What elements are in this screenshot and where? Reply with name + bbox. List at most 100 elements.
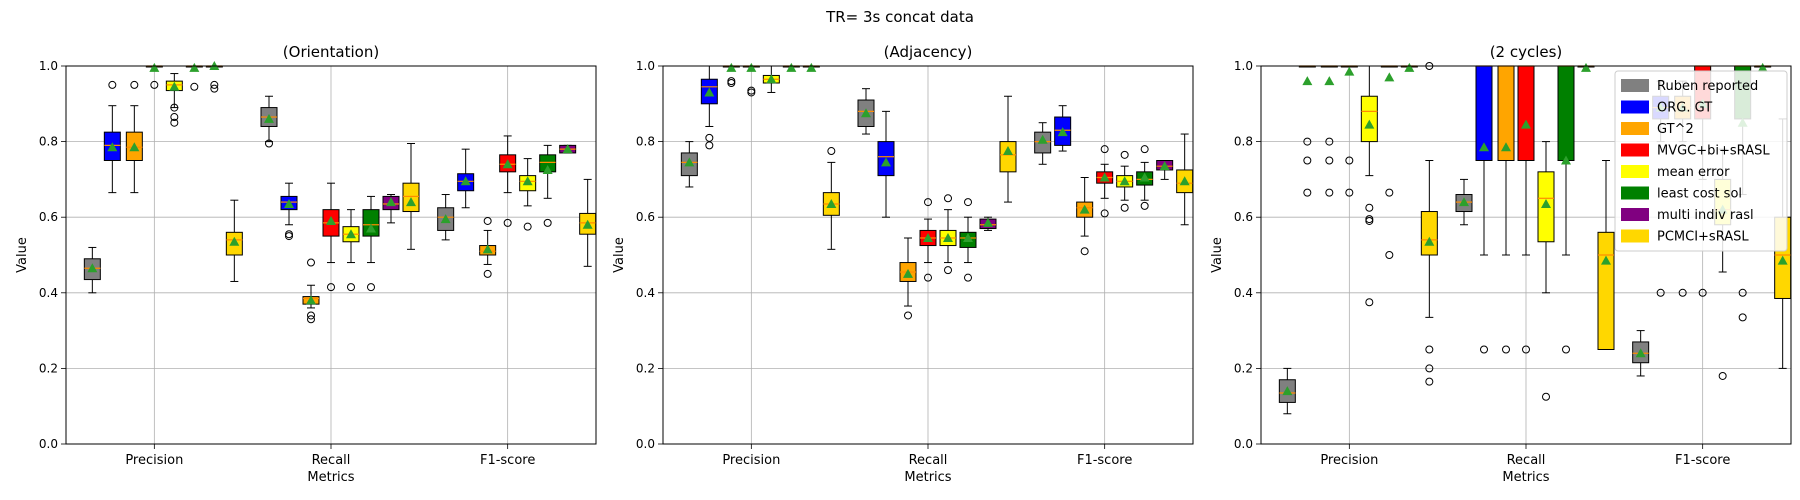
- mean-marker: [482, 244, 493, 254]
- mean-marker: [1344, 66, 1355, 76]
- box-mvgc-bi-srasl: [919, 198, 937, 282]
- mean-marker: [502, 159, 513, 169]
- outlier-point: [347, 283, 355, 292]
- x-tick-label: F1-score: [480, 453, 535, 468]
- mean-marker: [1139, 172, 1150, 182]
- outlier-point: [1425, 345, 1434, 354]
- mean-marker: [684, 157, 695, 167]
- outlier-point: [1698, 288, 1707, 297]
- y-tick-label: 1.0: [1234, 59, 1253, 73]
- mean-marker: [1541, 198, 1551, 208]
- chart-title: (Adjacency): [884, 43, 973, 61]
- outlier-point: [1100, 209, 1109, 218]
- box-gt-2: [1497, 65, 1515, 354]
- outlier-point: [170, 118, 179, 127]
- plot-frame: [662, 65, 1194, 445]
- legend-swatch: [1621, 100, 1649, 114]
- plot-frame: [65, 65, 597, 445]
- box-multi-indiv-rasl: [382, 194, 400, 224]
- mean-marker: [522, 176, 533, 186]
- mean-marker: [766, 74, 777, 84]
- box-multi-indiv-rasl: [1577, 62, 1595, 72]
- box-least-cost-sol: [1136, 145, 1154, 210]
- box-mvgc-bi-srasl: [1096, 145, 1114, 218]
- box-mvgc-bi-srasl: [322, 182, 340, 292]
- outlier-point: [1522, 345, 1530, 354]
- box-mvgc-bi-srasl: [499, 135, 517, 227]
- mean-marker: [1777, 255, 1788, 265]
- mean-marker: [1057, 127, 1068, 137]
- outlier-point: [964, 273, 972, 282]
- box-ruben-reported: [437, 194, 455, 241]
- legend-label: ORG. GT: [1657, 101, 1712, 116]
- mean-marker: [440, 214, 451, 224]
- x-axis-label: Metrics: [1502, 470, 1549, 485]
- box-multi-indiv-rasl: [802, 62, 820, 72]
- box-mean-error: [939, 194, 957, 275]
- box-body: [999, 141, 1017, 173]
- outlier-point: [108, 80, 117, 89]
- outlier-point: [747, 88, 756, 97]
- outlier-point: [150, 80, 159, 89]
- y-axis-label: Value: [15, 237, 30, 273]
- mean-marker: [346, 229, 356, 239]
- outlier-point: [904, 311, 912, 320]
- mean-marker: [542, 164, 553, 174]
- box-body: [1360, 95, 1378, 143]
- mean-marker: [726, 62, 737, 72]
- outlier-point: [944, 194, 952, 203]
- mean-marker: [1282, 386, 1293, 396]
- box-org-gt: [103, 80, 121, 194]
- box-least-cost-sol: [1380, 65, 1398, 259]
- mean-marker: [1384, 72, 1395, 82]
- outlier-point: [130, 80, 139, 89]
- y-tick-label: 1.0: [39, 59, 58, 73]
- mean-marker: [881, 157, 891, 167]
- y-tick-label: 0.8: [636, 135, 655, 149]
- x-tick-label: Recall: [909, 453, 948, 468]
- box-pcmci-srasl: [1176, 133, 1194, 226]
- mean-marker: [1459, 197, 1469, 207]
- outlier-point: [483, 269, 492, 278]
- outlier-point: [190, 82, 199, 91]
- mean-marker: [1757, 62, 1768, 72]
- box-pcmci-srasl: [999, 95, 1017, 203]
- y-tick-label: 0.4: [39, 286, 58, 300]
- outlier-point: [1303, 188, 1312, 197]
- chart-title: (Orientation): [283, 43, 379, 61]
- legend-swatch: [1621, 143, 1649, 157]
- box-gt-2: [479, 216, 497, 278]
- outlier-point: [285, 232, 293, 241]
- box-ruben-reported: [1278, 367, 1296, 415]
- box-ruben-reported: [1034, 122, 1052, 165]
- outlier-point: [1365, 216, 1374, 225]
- outlier-point: [367, 283, 375, 292]
- y-tick-label: 0.2: [636, 361, 655, 375]
- mean-marker: [826, 198, 837, 208]
- box-ruben-reported: [857, 88, 875, 135]
- mean-marker: [1404, 62, 1415, 72]
- box-ruben-reported: [1455, 178, 1473, 226]
- box-multi-indiv-rasl: [559, 144, 577, 154]
- box-gt-2: [125, 80, 143, 194]
- box-pcmci-srasl: [579, 178, 597, 267]
- outlier-point: [1385, 251, 1394, 259]
- box-body: [1517, 65, 1535, 161]
- mean-marker: [1003, 146, 1013, 156]
- box-least-cost-sol: [959, 198, 977, 282]
- x-tick-label: F1-score: [1077, 453, 1132, 468]
- outlier-point: [503, 218, 512, 227]
- outlier-point: [727, 79, 736, 88]
- mean-marker: [1635, 348, 1646, 358]
- box-pcmci-srasl: [1420, 62, 1438, 386]
- box-multi-indiv-rasl: [979, 216, 997, 231]
- outlier-point: [1678, 288, 1687, 297]
- y-tick-label: 0.6: [1234, 210, 1253, 224]
- box-org-gt: [700, 65, 718, 150]
- outlier-point: [1345, 156, 1354, 165]
- mean-marker: [806, 62, 817, 72]
- mean-marker: [1561, 155, 1571, 165]
- mean-marker: [264, 113, 274, 123]
- box-gt-2: [899, 237, 917, 320]
- y-tick-label: 0.0: [636, 437, 655, 451]
